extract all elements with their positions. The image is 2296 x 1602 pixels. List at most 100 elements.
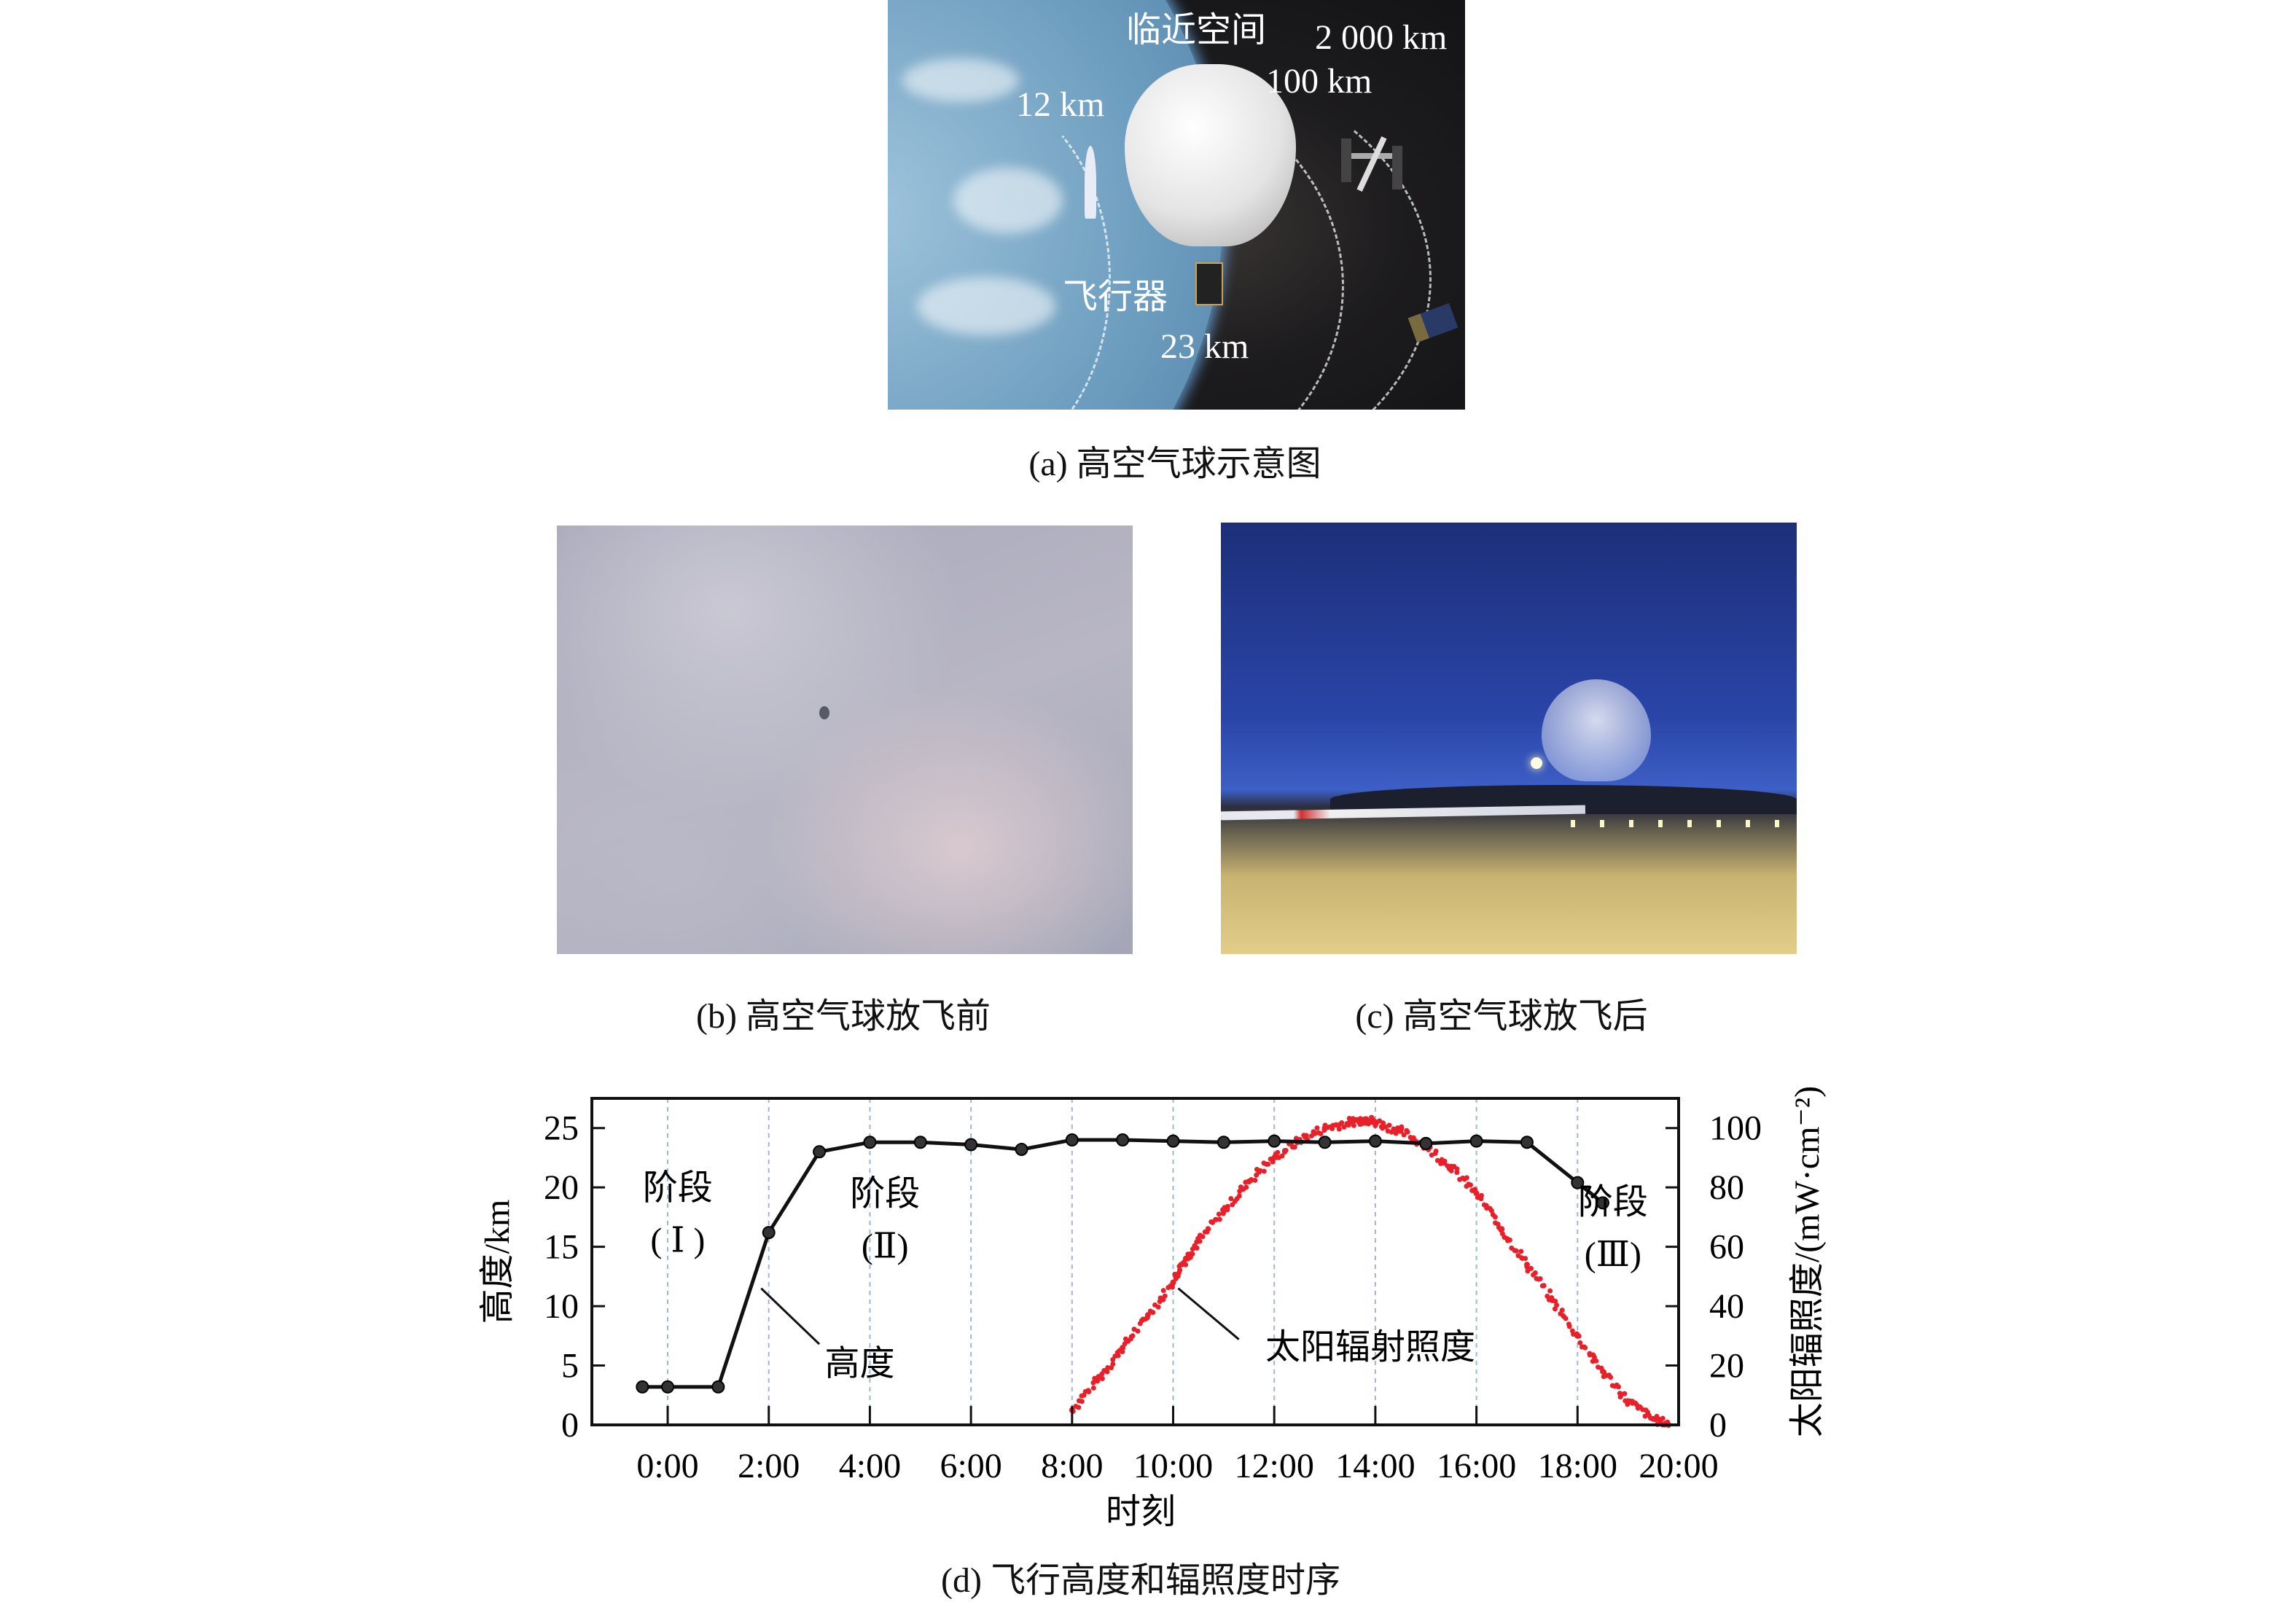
- irradiance-point: [1528, 1265, 1534, 1271]
- irradiance-point: [1362, 1116, 1369, 1122]
- irradiance-point: [1195, 1238, 1202, 1244]
- caption-b: (b) 高空气球放飞前: [696, 997, 991, 1036]
- irradiance-point: [1086, 1389, 1092, 1395]
- y-right-tick-label: 0: [1709, 1406, 1727, 1445]
- irradiance-point: [1478, 1196, 1484, 1202]
- shuttle-graphic: [1085, 146, 1096, 219]
- irradiance-point: [1574, 1332, 1581, 1339]
- irradiance-point: [1115, 1353, 1121, 1359]
- irradiance-point: [1216, 1211, 1222, 1217]
- irradiance-point: [1454, 1170, 1460, 1176]
- irradiance-point: [1547, 1288, 1553, 1294]
- irradiance-point: [1190, 1251, 1195, 1257]
- altitude-point: [813, 1145, 827, 1159]
- irradiance-point: [1642, 1413, 1648, 1419]
- aircraft-label: 飞行器: [1063, 278, 1168, 316]
- altitude-point: [636, 1380, 649, 1394]
- caption-c: (c) 高空气球放飞后: [1355, 997, 1648, 1036]
- altitude-point: [1368, 1134, 1382, 1148]
- irradiance-point: [1351, 1122, 1356, 1128]
- irradiance-leader-line: [1177, 1287, 1240, 1340]
- space-station-graphic: [1341, 136, 1402, 192]
- irradiance-point: [1523, 1256, 1528, 1262]
- irradiance-point: [1391, 1126, 1397, 1132]
- irradiance-point: [1217, 1216, 1222, 1222]
- irradiance-point: [1150, 1310, 1156, 1316]
- irradiance-point: [1488, 1208, 1494, 1214]
- plot-frame: [590, 1097, 1680, 1426]
- distant-balloon: [819, 706, 829, 719]
- irradiance-point: [1120, 1345, 1126, 1351]
- altitude-point: [1318, 1136, 1332, 1149]
- irradiance-point: [1599, 1368, 1606, 1375]
- caption-a: (a) 高空气球示意图: [1028, 445, 1321, 483]
- altitude-12km-label: 12 km: [1016, 85, 1105, 124]
- altitude-point: [913, 1136, 927, 1149]
- stage-label: 阶段: [643, 1168, 713, 1207]
- irradiance-point: [1246, 1179, 1252, 1185]
- irradiance-point: [1225, 1203, 1230, 1209]
- irradiance-series-label: 太阳辐射照度: [1265, 1328, 1475, 1367]
- irradiance-point: [1135, 1328, 1141, 1334]
- irradiance-point: [1577, 1340, 1583, 1345]
- irradiance-point: [1499, 1226, 1505, 1232]
- irradiance-point: [1205, 1226, 1211, 1232]
- irradiance-point: [1336, 1126, 1342, 1132]
- balloon-before-release-photo: [557, 525, 1133, 954]
- irradiance-point: [1104, 1369, 1110, 1375]
- irradiance-point: [1275, 1149, 1281, 1155]
- irradiance-point: [1076, 1404, 1082, 1410]
- irradiance-point: [1318, 1131, 1324, 1137]
- y-left-tick-label: 0: [561, 1406, 579, 1445]
- irradiance-point: [1532, 1270, 1538, 1275]
- irradiance-point: [1265, 1161, 1271, 1167]
- altitude-point: [964, 1138, 978, 1152]
- irradiance-point: [1401, 1132, 1407, 1138]
- x-tick-label: 12:00: [1235, 1447, 1314, 1485]
- gondola-graphic: [1195, 262, 1223, 305]
- irradiance-point: [1518, 1249, 1524, 1254]
- altitude-point: [1268, 1134, 1281, 1148]
- altitude-point: [1520, 1136, 1534, 1149]
- near-space-label: 临近空间: [1126, 11, 1267, 50]
- irradiance-point: [1283, 1147, 1289, 1153]
- balloon-after-release-photo: [1221, 523, 1797, 954]
- irradiance-point: [1523, 1262, 1530, 1268]
- irradiance-point: [1339, 1120, 1345, 1125]
- irradiance-point: [1347, 1119, 1354, 1125]
- y-left-tick-label: 25: [544, 1109, 579, 1148]
- irradiance-point: [1448, 1163, 1454, 1170]
- irradiance-point: [1243, 1184, 1249, 1190]
- y-right-tick-label: 60: [1709, 1228, 1744, 1267]
- irradiance-point: [1541, 1283, 1547, 1289]
- irradiance-point: [1468, 1182, 1474, 1188]
- irradiance-point: [1130, 1333, 1136, 1339]
- irradiance-point: [1591, 1354, 1597, 1360]
- irradiance-point: [1507, 1237, 1512, 1243]
- irradiance-point: [1236, 1193, 1242, 1199]
- x-tick-label: 10:00: [1133, 1447, 1213, 1485]
- balloon-graphic: [1542, 679, 1651, 781]
- altitude-point: [1116, 1133, 1130, 1147]
- irradiance-point: [1608, 1375, 1614, 1380]
- irradiance-point: [1279, 1153, 1285, 1159]
- altitude-point: [863, 1136, 877, 1149]
- y-left-tick-label: 5: [561, 1347, 579, 1386]
- irradiance-point: [1372, 1119, 1378, 1125]
- caption-d: (d) 飞行高度和辐照度时序: [941, 1561, 1340, 1600]
- irradiance-point: [1094, 1377, 1101, 1383]
- x-axis-label: 时刻: [1106, 1493, 1176, 1531]
- irradiance-point: [1537, 1276, 1543, 1282]
- irradiance-point: [1177, 1267, 1183, 1273]
- irradiance-point: [1155, 1304, 1161, 1310]
- irradiance-point: [1271, 1154, 1278, 1161]
- irradiance-point: [1405, 1129, 1410, 1135]
- y-left-tick-label: 10: [544, 1287, 579, 1326]
- x-tick-label: 20:00: [1639, 1447, 1718, 1485]
- irradiance-point: [1321, 1125, 1328, 1131]
- irradiance-point: [1341, 1124, 1347, 1130]
- irradiance-point: [1622, 1391, 1628, 1396]
- altitude-23km-label: 23 km: [1160, 327, 1249, 366]
- altitude-series-label: 高度: [825, 1345, 895, 1383]
